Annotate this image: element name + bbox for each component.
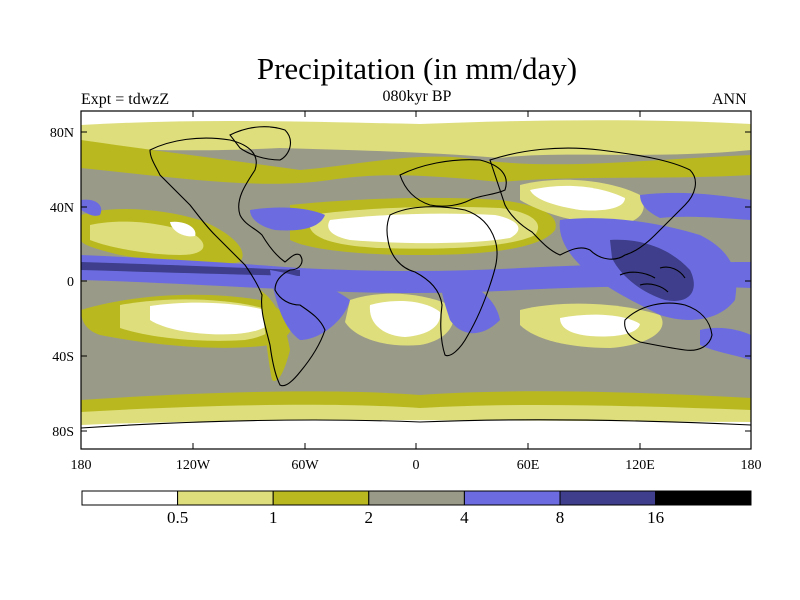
itcz-blue xyxy=(81,255,751,293)
south-america-west-olive xyxy=(260,290,290,381)
lat-label-0: 0 xyxy=(67,275,74,290)
lon-label-120e: 120E xyxy=(625,458,655,473)
spcz-blue xyxy=(700,327,751,360)
asia-white xyxy=(530,185,625,211)
colorbar-label: 2 xyxy=(365,508,374,527)
longitude-labels: 180 120W 60W 0 60E 120E 180 xyxy=(71,458,762,473)
amazon-blue xyxy=(270,270,350,340)
spac-white xyxy=(150,302,274,335)
colorbar-label: 16 xyxy=(647,508,664,527)
maritime-continent-navy xyxy=(610,239,694,301)
australia-coastline xyxy=(624,302,713,351)
indonesia-coastline xyxy=(619,266,686,293)
colorbar-label: 1 xyxy=(269,508,278,527)
npac-west-blue xyxy=(81,199,102,216)
lon-label-120w: 120W xyxy=(176,458,211,473)
lat-label-40s: 40S xyxy=(52,350,74,365)
colorbar-swatch xyxy=(81,490,179,506)
congo-blue xyxy=(440,275,500,334)
satl-white xyxy=(369,300,441,337)
lon-label-0: 0 xyxy=(413,458,420,473)
latitude-labels: 80N 40N 0 40S 80S xyxy=(50,126,74,440)
colorbar-swatch xyxy=(272,490,370,506)
precipitation-field xyxy=(81,111,751,449)
npac-storm-track-blue xyxy=(640,192,751,220)
antarctic-white xyxy=(81,420,751,449)
colorbar-swatch xyxy=(368,490,465,506)
colorbar-swatch xyxy=(463,490,561,506)
asia-coastline xyxy=(489,147,696,260)
season-label: ANN xyxy=(712,91,747,108)
lon-label-60w: 60W xyxy=(291,458,319,473)
experiment-label: Expt = tdwzZ xyxy=(81,91,170,108)
lat-label-40n: 40N xyxy=(50,201,74,216)
colorbar-swatch xyxy=(655,490,752,506)
latitude-axis xyxy=(81,131,751,432)
colorbar-swatch xyxy=(559,490,657,506)
sio-white xyxy=(560,314,640,337)
colorbar-label: 4 xyxy=(460,508,469,527)
npac-white xyxy=(170,221,196,237)
europe-coastline xyxy=(399,159,507,207)
natl-storm-track-blue xyxy=(250,207,325,231)
colorbar: 0.5 1 2 4 8 16 xyxy=(81,490,752,527)
antarctica-coastline xyxy=(81,419,751,429)
colorbar-swatch xyxy=(177,490,274,506)
lat-label-80n: 80N xyxy=(50,126,74,141)
lon-label-180w: 180 xyxy=(71,458,92,473)
colorbar-label: 8 xyxy=(556,508,565,527)
sahara-white xyxy=(328,213,519,244)
greenland-coastline xyxy=(229,126,291,161)
lon-label-60e: 60E xyxy=(517,458,540,473)
coastlines xyxy=(81,126,751,429)
africa-coastline xyxy=(386,206,498,357)
lon-label-180e: 180 xyxy=(741,458,762,473)
time-label: 080kyr BP xyxy=(382,88,452,105)
colorbar-label: 0.5 xyxy=(167,508,188,527)
itcz-navy xyxy=(81,262,300,276)
longitude-axis xyxy=(80,111,752,449)
map-title: Precipitation (in mm/day) xyxy=(256,51,578,86)
americas-coastline xyxy=(149,137,326,387)
lat-label-80s: 80S xyxy=(52,425,74,440)
north-olive-band xyxy=(81,140,751,184)
